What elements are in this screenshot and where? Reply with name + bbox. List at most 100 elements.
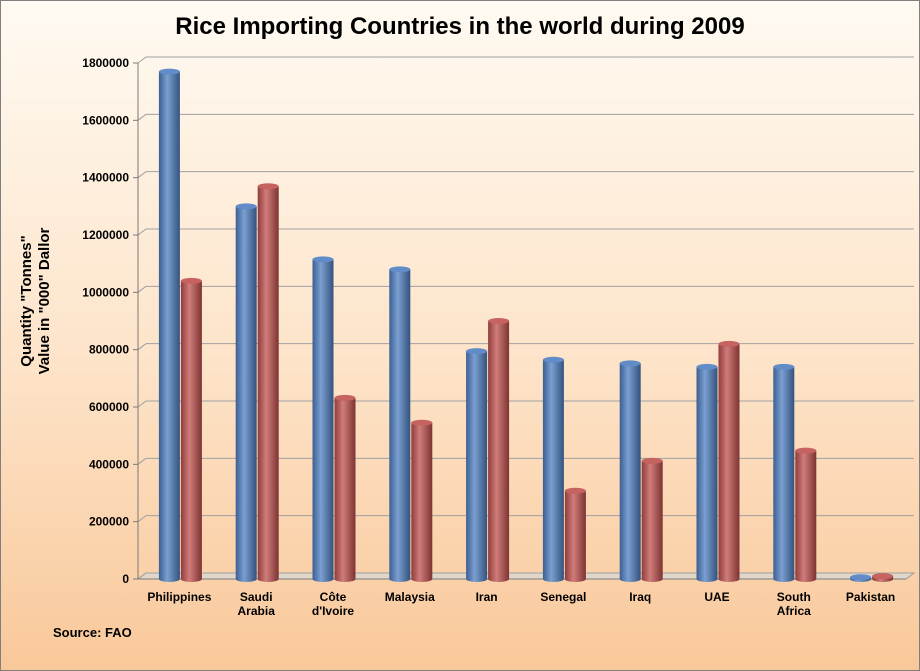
bar xyxy=(334,394,356,582)
gridline-depth xyxy=(137,457,147,465)
x-tick-label-line: UAE xyxy=(704,590,729,604)
gridline-depth xyxy=(137,285,147,293)
bar-body xyxy=(795,450,817,582)
bar-body xyxy=(411,422,433,582)
bar-body xyxy=(718,343,740,582)
bar xyxy=(466,348,488,582)
gridline-depth xyxy=(137,400,147,408)
gridline-depth xyxy=(137,171,147,179)
gridline-depth xyxy=(137,113,147,121)
y-axis-label: Quantity "Tonnes"Value in "000" Dallor xyxy=(18,227,53,374)
x-tick-label-line: Iraq xyxy=(629,590,651,604)
bar-body xyxy=(312,259,334,582)
bar-top xyxy=(542,356,564,363)
bar xyxy=(795,447,817,582)
y-tick-label: 1800000 xyxy=(82,56,129,70)
gridline-depth xyxy=(137,343,147,351)
y-tick-label: 0 xyxy=(122,572,129,586)
bar-top xyxy=(619,360,641,367)
bar xyxy=(619,360,641,582)
bar-body xyxy=(773,366,795,582)
y-tick-label: 1000000 xyxy=(82,285,129,299)
x-tick-label: Philippines xyxy=(147,590,211,604)
bar-body xyxy=(389,269,411,582)
bar-body xyxy=(180,280,202,582)
x-tick-label: Senegal xyxy=(540,590,586,604)
bar-top xyxy=(334,394,356,401)
bar-body xyxy=(158,71,180,582)
x-tick-label: Pakistan xyxy=(846,590,895,604)
bar-top xyxy=(389,266,411,273)
x-tick-label-line: Saudi xyxy=(240,590,273,604)
gridline-depth xyxy=(137,572,147,580)
bar-body xyxy=(334,397,356,582)
bar-body xyxy=(466,351,488,582)
y-tick-label: 1400000 xyxy=(82,171,129,185)
chart-title: Rice Importing Countries in the world du… xyxy=(175,13,745,40)
bar-body xyxy=(488,321,510,582)
x-tick-label-line: Senegal xyxy=(540,590,586,604)
x-tick-label-line: Africa xyxy=(777,604,811,618)
bar xyxy=(872,573,894,582)
x-tick-label: Côte d'Ivoire xyxy=(312,590,355,618)
bar-top xyxy=(257,183,279,190)
bar-top xyxy=(718,340,740,347)
y-tick-label: 1600000 xyxy=(82,113,129,127)
bar xyxy=(641,457,663,582)
bar-top xyxy=(411,419,433,426)
y-tick-label: 200000 xyxy=(89,515,129,529)
x-tick-label: Malaysia xyxy=(385,590,435,604)
bar-top xyxy=(564,487,586,494)
x-tick-label-line: Arabia xyxy=(238,604,276,618)
bar-top xyxy=(235,203,257,210)
bar xyxy=(158,68,180,582)
bar-body xyxy=(641,460,663,582)
bar xyxy=(696,363,718,582)
bar xyxy=(718,340,740,582)
source-note: Source: FAO xyxy=(53,625,132,640)
x-tick-label-line: Philippines xyxy=(147,590,211,604)
bar xyxy=(850,574,872,582)
x-tick-label-line: d'Ivoire xyxy=(312,604,355,618)
gridline-depth xyxy=(137,56,147,64)
x-tick-label: Iraq xyxy=(629,590,651,604)
y-tick-label: 800000 xyxy=(89,343,129,357)
bar xyxy=(542,356,564,582)
bar-body xyxy=(542,359,564,582)
y-tick-label: 400000 xyxy=(89,457,129,471)
bar xyxy=(411,419,433,582)
x-tick-label: South Africa xyxy=(777,590,811,618)
bar-top xyxy=(872,573,894,580)
bar xyxy=(564,487,586,582)
x-tick-label: Iran xyxy=(476,590,498,604)
x-tick-label-line: Pakistan xyxy=(846,590,895,604)
bar-top xyxy=(180,277,202,284)
x-tick-label: UAE xyxy=(704,590,729,604)
bar-body xyxy=(235,206,257,583)
bar xyxy=(180,277,202,582)
y-axis-label-line: Quantity "Tonnes" xyxy=(18,235,35,366)
bar-body xyxy=(696,366,718,582)
bar-top xyxy=(696,363,718,370)
x-tick-label-line: South xyxy=(777,590,811,604)
gridline-depth xyxy=(137,228,147,236)
bar-body xyxy=(619,363,641,582)
x-tick-label-line: Côte xyxy=(320,590,347,604)
bar-top xyxy=(158,68,180,75)
bar xyxy=(312,256,334,582)
bar xyxy=(773,363,795,582)
bar-top xyxy=(795,447,817,454)
gridline-depth xyxy=(137,515,147,523)
bar-top xyxy=(312,256,334,263)
bar-body xyxy=(257,186,279,582)
bar xyxy=(488,318,510,582)
bar-top xyxy=(488,318,510,324)
bar-top xyxy=(466,348,488,355)
y-tick-label: 600000 xyxy=(89,400,129,414)
bar xyxy=(257,183,279,582)
x-tick-label-line: Malaysia xyxy=(385,590,435,604)
bar-top xyxy=(641,457,663,464)
bar-top xyxy=(850,574,872,581)
